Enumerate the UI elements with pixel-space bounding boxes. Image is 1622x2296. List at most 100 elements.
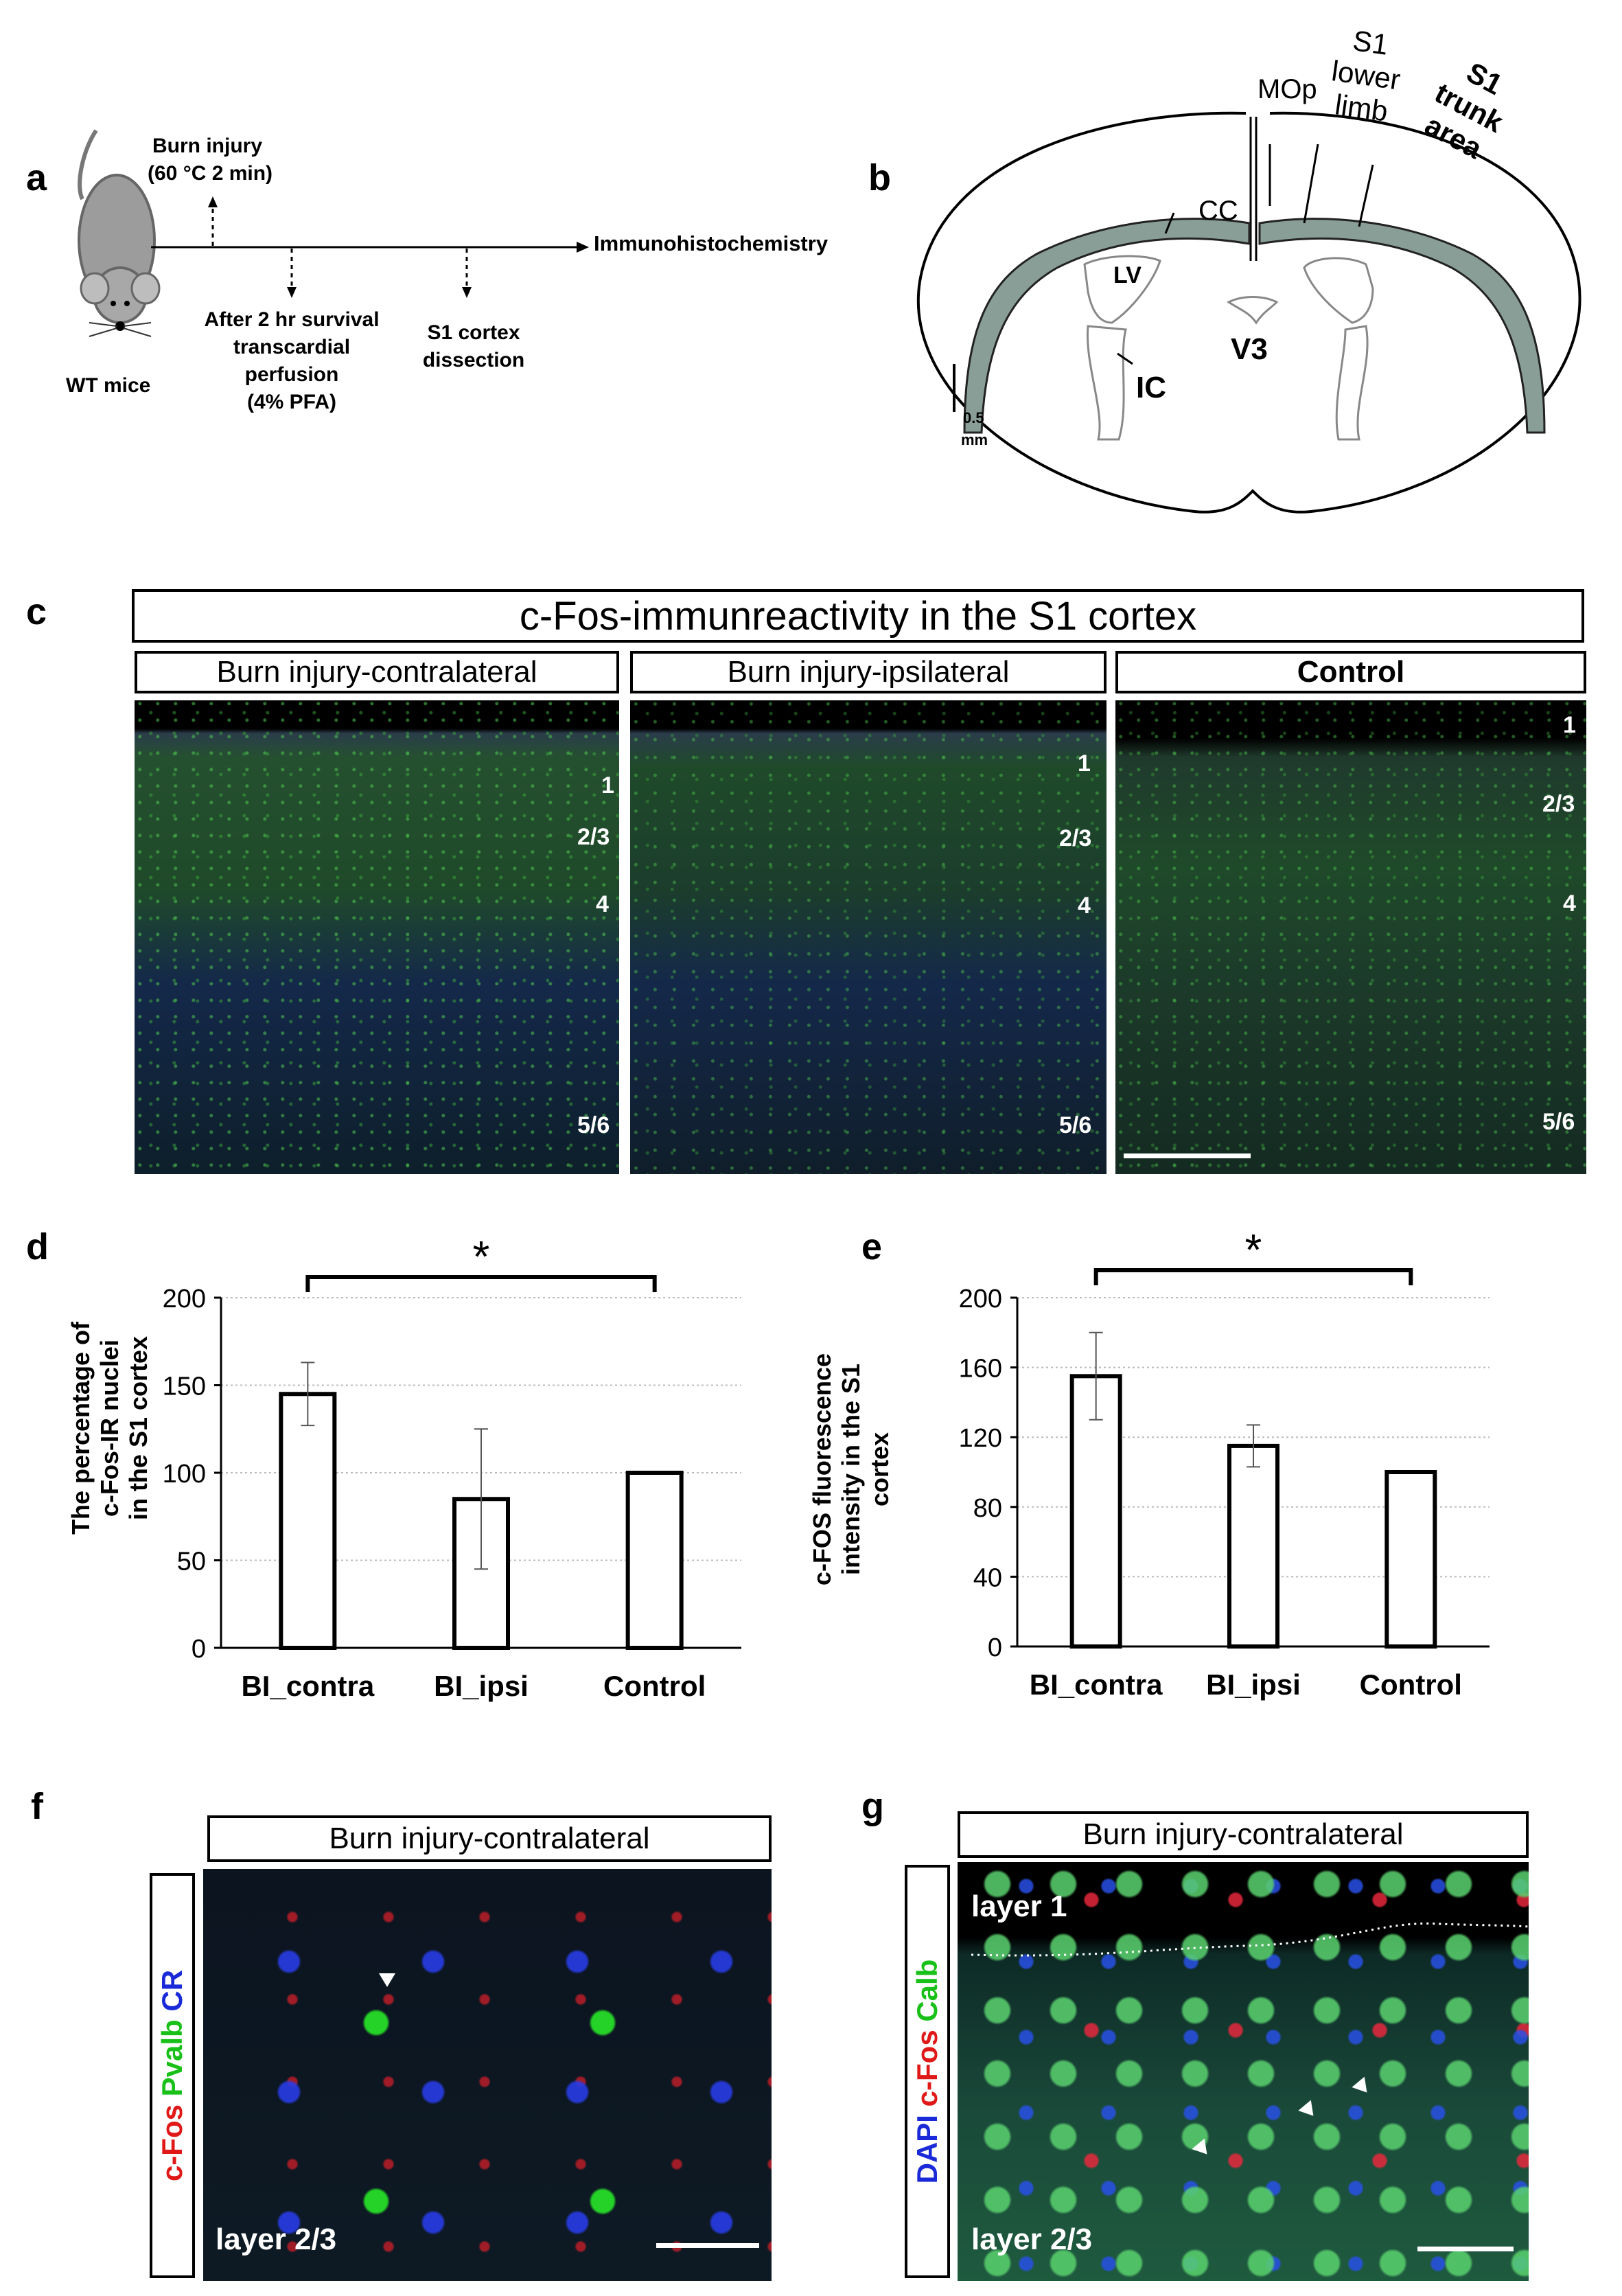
panel-label-e: e [861, 1226, 883, 1267]
micrograph-ipsilateral: 1 2/3 4 5/6 [630, 700, 1107, 1174]
scale-unit-label: mm [961, 431, 988, 448]
chart-d-category-label: BI_ipsi [434, 1670, 529, 1702]
stain-cr: CR [156, 1969, 188, 2012]
micrograph-g: layer 1 layer 2/3 [958, 1862, 1529, 2281]
panel-f-title: Burn injury-contralateral [207, 1815, 772, 1862]
micrograph-f: layer 2/3 [203, 1869, 772, 2281]
panel-label-g: g [861, 1786, 884, 1827]
panel-c-title: c-Fos-immunreactivity in the S1 cortex [132, 589, 1584, 643]
chart-e-significance-star: * [1245, 1229, 1262, 1274]
col-header-control: Control [1115, 651, 1586, 693]
micrograph-contralateral: 1 2/3 4 5/6 [135, 700, 619, 1174]
chart-d-ytick-label: 100 [163, 1460, 206, 1489]
chart-e-ytick-label: 120 [959, 1424, 1002, 1453]
chart-e-ytick-label: 200 [959, 1285, 1002, 1313]
v3-label: V3 [1231, 332, 1268, 366]
chart-e-ylabel-line-1: c-FOS fluorescence [808, 1353, 836, 1586]
layer-boundary-dotted-line [971, 1922, 1529, 1957]
col-header-contralateral: Burn injury-contralateral [135, 651, 619, 693]
panel-label-f: f [31, 1786, 43, 1827]
arrowhead-icon [379, 1973, 395, 1987]
arrowhead-icon [1352, 2076, 1374, 2098]
scale-bar [1124, 1153, 1251, 1158]
chart-e-ylabel-line-3: cortex [866, 1432, 894, 1507]
layer-2-3-label: 2/3 [577, 824, 610, 850]
chart-d-ytick-label: 50 [177, 1548, 206, 1576]
arrowhead-icon [1298, 2100, 1320, 2122]
burn-params-label: (60 °C 2 min) [148, 162, 273, 185]
chart-e-ytick-label: 160 [959, 1355, 1002, 1384]
survival-line-4: (4% PFA) [246, 391, 337, 413]
chart-d-significance-bracket [305, 1275, 657, 1292]
chart-e-ytick-label: 40 [973, 1563, 1002, 1592]
survival-line-3: perfusion [244, 363, 339, 386]
corpus-callosum-left [963, 218, 1251, 434]
chart-e-category-label: BI_ipsi [1206, 1668, 1301, 1701]
layer-4-label: 4 [596, 891, 609, 917]
layer-2-3-label-g: layer 2/3 [971, 2223, 1093, 2256]
panel-f-stain-box: c-Fos Pvalb CR [150, 1873, 195, 2278]
chart-d: 0 50 100 150 200 BI_contra BI_ipsi Control * [163, 1232, 741, 1702]
layer-2-3-label: 2/3 [1542, 791, 1575, 817]
chart-d-ylabel-line-1: The percentage of [67, 1321, 95, 1535]
scale-value-label: 0.5 [963, 409, 984, 426]
dissection-line-1: S1 cortex [427, 321, 520, 344]
micrograph-control: 1 2/3 4 5/6 [1115, 700, 1586, 1174]
col-header-ipsilateral: Burn injury-ipsilateral [630, 651, 1107, 693]
layer-1-label: 1 [601, 772, 614, 799]
s1-lower-limb-label: S1 lower limb [1319, 21, 1414, 130]
chart-d-ylabel-line-2: c-Fos-IR nuclei [95, 1339, 124, 1517]
lv-label: LV [1113, 262, 1142, 288]
layer-1-label: 1 [1078, 750, 1091, 777]
chart-e-significance-bracket [1093, 1268, 1413, 1285]
cc-label: CC [1198, 196, 1238, 226]
chart-d-ytick-label: 150 [163, 1373, 206, 1401]
survival-note: After 2 hr survival transcardial perfusi… [192, 306, 391, 416]
layer-4-label: 4 [1078, 893, 1091, 919]
panel-label-b: b [868, 157, 891, 198]
chart-d-bar [279, 1392, 337, 1650]
stain-dapi: DAPI [911, 2115, 943, 2184]
chart-e-ytick-label: 80 [973, 1494, 1002, 1523]
mouse-illustration [78, 129, 161, 337]
survival-line-1: After 2 hr survival [204, 308, 380, 331]
panel-label-a: a [26, 157, 47, 198]
scale-bar [656, 2243, 759, 2248]
chart-d-significance-star: * [473, 1232, 490, 1281]
panel-g-stain-box: DAPI c-Fos Calb [905, 1865, 950, 2278]
layer-1-label: 1 [1563, 712, 1576, 738]
layer-5-6-label: 5/6 [1542, 1109, 1575, 1135]
arrowhead-icon [1192, 2138, 1214, 2160]
chart-d-bar [625, 1471, 684, 1650]
chart-e-bar [1385, 1470, 1437, 1649]
dissection-line-2: dissection [422, 349, 525, 371]
layer-4-label: 4 [1563, 891, 1576, 917]
mop-label: MOp [1258, 74, 1317, 104]
chart-d-ytick-label: 0 [192, 1635, 206, 1664]
survival-line-2: transcardial [233, 336, 351, 358]
corpus-callosum-right [1258, 218, 1546, 434]
chart-e-ylabel-line-2: intensity in the S1 [837, 1363, 865, 1576]
chart-d-ytick-label: 200 [163, 1285, 206, 1313]
stain-cfos: c-Fos [911, 2030, 943, 2107]
ic-label: IC [1136, 371, 1166, 404]
panel-g-title: Burn injury-contralateral [958, 1811, 1529, 1858]
mouse-label: WT mice [66, 374, 151, 397]
panel-label-d: d [26, 1226, 49, 1267]
layer-label-f: layer 2/3 [216, 2223, 337, 2256]
panel-label-c: c [26, 591, 47, 632]
dissection-note: S1 cortex dissection [398, 319, 549, 374]
stain-cfos: c-Fos [156, 2104, 188, 2182]
brain-section-diagram [917, 111, 1582, 514]
chart-d-category-label: Control [603, 1670, 706, 1702]
chart-e-bar [1227, 1443, 1279, 1649]
chart-e-category-label: Control [1360, 1668, 1462, 1701]
chart-d-ylabel-line-3: in the S1 cortex [124, 1335, 152, 1521]
layer-5-6-label: 5/6 [1059, 1112, 1092, 1138]
stain-calb: Calb [911, 1959, 943, 2022]
chart-e-category-label: BI_contra [1030, 1668, 1163, 1701]
layer-2-3-label: 2/3 [1059, 825, 1092, 851]
timeline-arrows [151, 196, 589, 298]
immunohistochemistry-label: Immunohistochemistry [594, 231, 829, 255]
layer-1-label-g: layer 1 [971, 1890, 1067, 1923]
